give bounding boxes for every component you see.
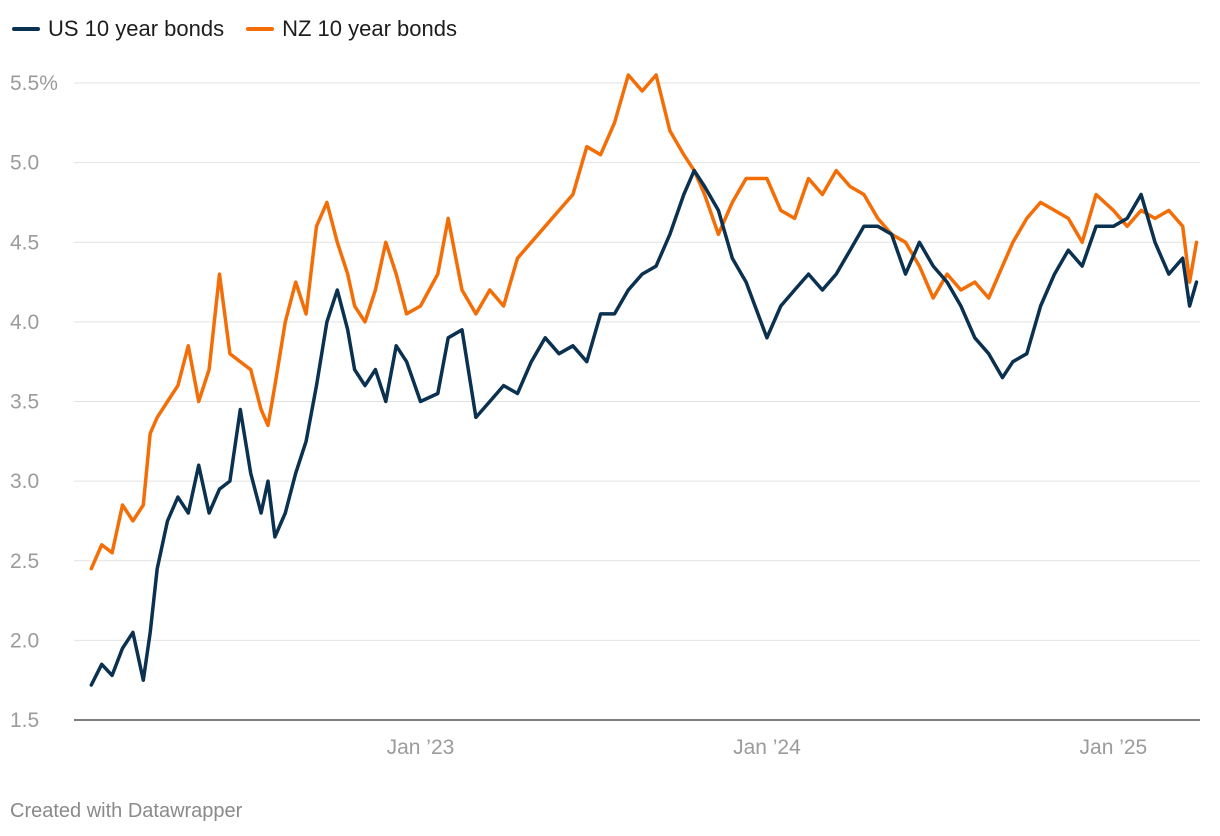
series-line-nz-10y[interactable]	[89, 73, 1199, 571]
x-tick-label: Jan ’24	[733, 736, 801, 759]
gridlines	[74, 82, 1200, 721]
chart-legend: US 10 year bonds NZ 10 year bonds	[12, 16, 457, 42]
y-tick-label: 5.0	[10, 152, 39, 175]
x-tick-label: Jan ’25	[1080, 736, 1148, 759]
legend-label-nz: NZ 10 year bonds	[282, 16, 457, 41]
series-line-us-10y[interactable]	[89, 168, 1199, 687]
y-tick-label: 2.5	[10, 550, 39, 573]
legend-swatch-nz	[246, 27, 275, 31]
y-axis-ticks: 5.5% 5.0 4.5 4.0 3.5 3.0 2.5 2.0 1.5	[10, 72, 58, 732]
y-tick-label: 4.0	[10, 311, 39, 334]
y-tick-label: 5.5%	[10, 72, 58, 95]
x-tick-label: Jan ’23	[387, 736, 455, 759]
legend-label-us: US 10 year bonds	[48, 16, 225, 41]
x-axis-ticks: Jan ’23 Jan ’24 Jan ’25	[387, 736, 1148, 759]
y-tick-label: 3.5	[10, 391, 39, 414]
legend-item-nz[interactable]: NZ 10 year bonds	[246, 16, 457, 42]
series-lines	[89, 73, 1199, 687]
legend-item-us[interactable]: US 10 year bonds	[12, 16, 224, 42]
y-tick-label: 3.0	[10, 470, 39, 493]
y-tick-label: 4.5	[10, 231, 39, 254]
legend-swatch-us	[12, 27, 40, 31]
y-tick-label: 2.0	[10, 629, 39, 652]
credit-text: Created with Datawrapper	[10, 800, 243, 822]
line-chart: 5.5%5.04.54.03.53.02.52.01.5 Jan ’23 Jan …	[10, 72, 1200, 759]
y-tick-label: 1.5	[10, 709, 39, 732]
